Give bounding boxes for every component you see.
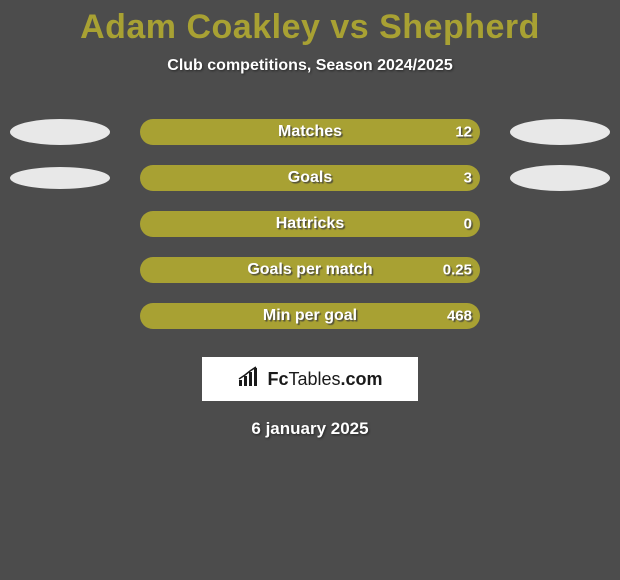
date-label: 6 january 2025 [0,419,620,439]
stat-row: Matches12 [0,109,620,155]
right-ellipse [510,119,610,145]
comparison-chart: Matches12Goals3Hattricks0Goals per match… [0,109,620,339]
stat-bar [140,257,480,283]
stat-bar [140,165,480,191]
logo-main: Tables [288,369,340,389]
stat-bar [140,119,480,145]
subtitle: Club competitions, Season 2024/2025 [0,57,620,75]
stat-row: Goals3 [0,155,620,201]
logo-suffix: .com [341,369,383,389]
logo-text: FcTables.com [267,369,382,390]
stat-bar [140,303,480,329]
stat-row: Goals per match0.25 [0,247,620,293]
left-ellipse [10,167,110,189]
barchart-icon [237,366,263,393]
page-title: Adam Coakley vs Shepherd [0,0,620,47]
left-ellipse [10,119,110,145]
logo-box: FcTables.com [202,357,418,401]
logo-prefix: Fc [267,369,288,389]
stat-row: Min per goal468 [0,293,620,339]
stat-bar [140,211,480,237]
right-ellipse [510,165,610,191]
stat-row: Hattricks0 [0,201,620,247]
